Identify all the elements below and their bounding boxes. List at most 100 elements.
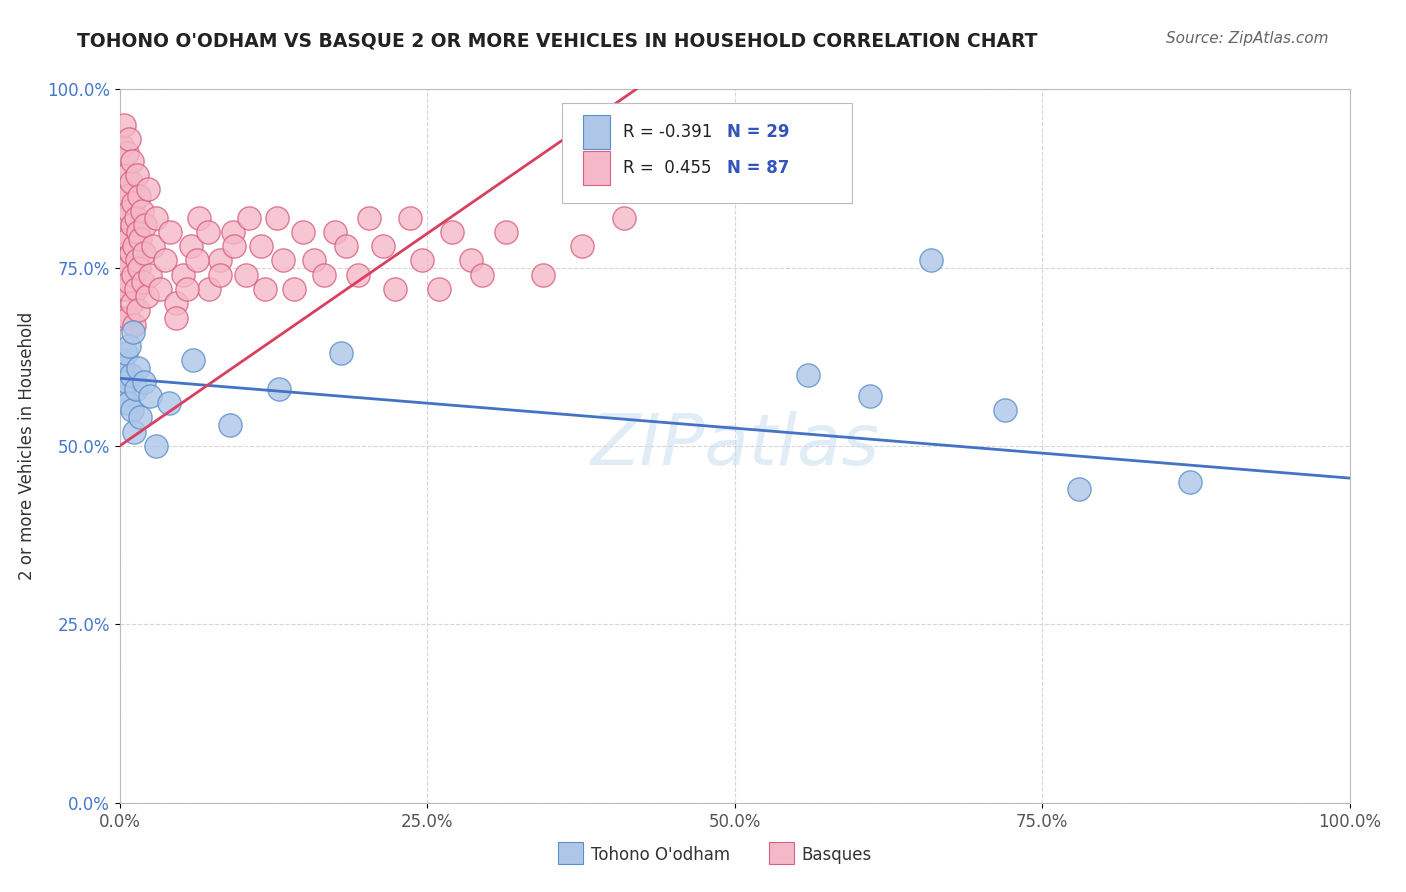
Point bbox=[111, 282, 134, 296]
Point bbox=[129, 410, 152, 425]
Point bbox=[121, 218, 143, 232]
Point bbox=[399, 211, 422, 225]
Point bbox=[235, 268, 257, 282]
Point bbox=[121, 296, 143, 310]
Point bbox=[121, 153, 143, 168]
Point bbox=[132, 246, 156, 260]
Point bbox=[1178, 475, 1201, 489]
FancyBboxPatch shape bbox=[583, 115, 610, 149]
Point bbox=[132, 375, 156, 389]
Point bbox=[329, 346, 352, 360]
Point bbox=[283, 282, 305, 296]
Point bbox=[859, 389, 882, 403]
Point bbox=[495, 225, 517, 239]
Point bbox=[124, 282, 146, 296]
Point bbox=[128, 260, 150, 275]
Point bbox=[613, 211, 636, 225]
Point bbox=[222, 225, 245, 239]
Point bbox=[250, 239, 273, 253]
Point bbox=[124, 382, 146, 396]
Point bbox=[124, 211, 146, 225]
Point bbox=[131, 203, 153, 218]
Point bbox=[110, 353, 132, 368]
Point bbox=[427, 282, 450, 296]
Point bbox=[222, 239, 245, 253]
Point bbox=[139, 268, 162, 282]
Point bbox=[120, 246, 142, 260]
Point bbox=[118, 203, 141, 218]
Point bbox=[571, 239, 593, 253]
Point bbox=[114, 211, 136, 225]
Point bbox=[125, 168, 148, 182]
Point bbox=[186, 253, 208, 268]
Point bbox=[209, 268, 232, 282]
Point bbox=[124, 425, 146, 439]
Point bbox=[371, 239, 394, 253]
Point bbox=[149, 282, 172, 296]
Point bbox=[145, 211, 167, 225]
Point bbox=[271, 253, 294, 268]
Point bbox=[291, 225, 314, 239]
Point bbox=[266, 211, 288, 225]
Text: N = 29: N = 29 bbox=[727, 123, 790, 141]
Point bbox=[188, 211, 211, 225]
Text: ZIPatlas: ZIPatlas bbox=[591, 411, 879, 481]
Point bbox=[219, 417, 242, 432]
Point bbox=[118, 132, 141, 146]
Point bbox=[132, 275, 155, 289]
Point bbox=[134, 218, 156, 232]
Point bbox=[110, 310, 132, 325]
Point bbox=[117, 310, 139, 325]
Point bbox=[335, 239, 357, 253]
Point bbox=[238, 211, 260, 225]
Point bbox=[115, 189, 138, 203]
Text: R =  0.455: R = 0.455 bbox=[623, 159, 711, 177]
Point bbox=[139, 389, 162, 403]
Point bbox=[120, 368, 142, 382]
Point bbox=[114, 346, 136, 360]
FancyBboxPatch shape bbox=[562, 103, 852, 203]
Text: Source: ZipAtlas.com: Source: ZipAtlas.com bbox=[1166, 31, 1329, 46]
Point bbox=[122, 325, 145, 339]
Point bbox=[209, 253, 232, 268]
Point bbox=[994, 403, 1017, 417]
Point bbox=[117, 232, 139, 246]
Point bbox=[531, 268, 554, 282]
Point bbox=[145, 439, 167, 453]
Point bbox=[197, 225, 219, 239]
Point bbox=[183, 353, 205, 368]
Text: TOHONO O'ODHAM VS BASQUE 2 OR MORE VEHICLES IN HOUSEHOLD CORRELATION CHART: TOHONO O'ODHAM VS BASQUE 2 OR MORE VEHIC… bbox=[77, 31, 1038, 50]
Point bbox=[125, 253, 148, 268]
Point bbox=[121, 403, 143, 417]
Point bbox=[142, 239, 165, 253]
Point bbox=[460, 253, 482, 268]
Point bbox=[115, 146, 138, 161]
Point bbox=[176, 282, 198, 296]
Point bbox=[129, 232, 152, 246]
Point bbox=[122, 268, 145, 282]
Point bbox=[302, 253, 325, 268]
Point bbox=[312, 268, 335, 282]
Point bbox=[114, 118, 135, 132]
Point bbox=[384, 282, 406, 296]
Point bbox=[118, 275, 141, 289]
Point bbox=[159, 225, 181, 239]
Point bbox=[111, 139, 134, 153]
Point bbox=[114, 168, 136, 182]
Point bbox=[471, 268, 494, 282]
Point bbox=[253, 282, 276, 296]
Point bbox=[114, 225, 135, 239]
FancyBboxPatch shape bbox=[583, 151, 610, 185]
Point bbox=[921, 253, 943, 268]
Point bbox=[136, 182, 159, 196]
Point bbox=[269, 382, 291, 396]
Point bbox=[111, 382, 134, 396]
Point bbox=[124, 318, 146, 332]
Point bbox=[1069, 482, 1091, 496]
Point bbox=[114, 282, 136, 296]
Point bbox=[323, 225, 346, 239]
Point bbox=[157, 396, 180, 410]
Point bbox=[172, 268, 194, 282]
Point bbox=[347, 268, 370, 282]
Point bbox=[112, 253, 135, 268]
